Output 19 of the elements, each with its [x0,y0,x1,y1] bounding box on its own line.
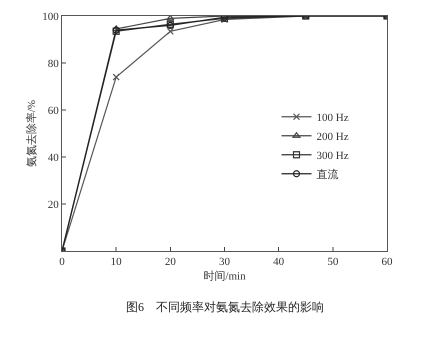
y-tick-label: 80 [48,58,60,70]
x-tick-label: 40 [273,256,285,268]
legend-label: 直流 [316,168,338,182]
caption: 图6 不同频率对氨氮去除效果的影响 [126,300,324,314]
x-tick-label: 10 [110,256,122,268]
x-tick-label: 20 [164,256,176,268]
x-tick-label: 0 [59,256,66,268]
y-axis-title: 氨氮去除率/% [24,100,38,168]
x-tick-label: 50 [327,256,339,268]
y-tick-label: 100 [42,10,60,23]
y-tick-label: 60 [48,104,60,117]
legend-label: 200 Hz [316,131,349,144]
y-tick-label: 40 [48,152,60,164]
legend-label: 300 Hz [316,150,349,162]
y-tick-label: 20 [48,198,60,211]
x-tick-label: 30 [219,256,230,268]
legend-label: 100 Hz [316,112,349,124]
x-axis-title: 时间/min [203,269,246,282]
x-tick-label: 60 [382,256,393,268]
